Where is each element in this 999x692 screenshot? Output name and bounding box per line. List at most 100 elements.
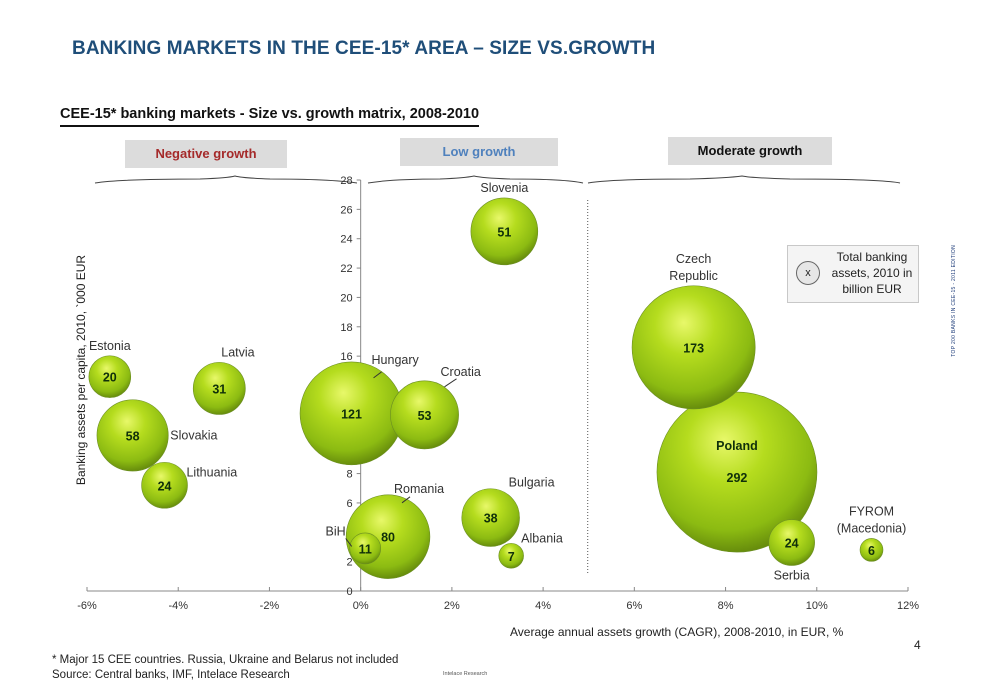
x-tick-label: 12% (897, 600, 919, 612)
bubble-value-label: 24 (158, 479, 172, 493)
y-tick-label: 28 (340, 175, 352, 187)
bubble-circle (96, 399, 169, 472)
page-title: BANKING MARKETS IN THE CEE-15* AREA – SI… (72, 38, 656, 59)
country-label-line: Bulgaria (509, 476, 555, 490)
bubble-circle (461, 488, 520, 547)
x-axis-title: Average annual assets growth (CAGR), 200… (510, 625, 844, 639)
chart-title: CEE-15* banking markets - Size vs. growt… (60, 106, 480, 127)
x-tick-label: 8% (718, 600, 734, 612)
bubble-value-label: 173 (683, 341, 704, 355)
bubble-value-label: 11 (359, 542, 372, 556)
bubble-hungary: 121 (299, 361, 404, 466)
country-label: Latvia (221, 345, 254, 359)
legend-bubble-symbol: x (796, 261, 820, 285)
group-label-low-growth: Low growth (400, 138, 558, 166)
bubble-value-label: 58 (126, 429, 140, 443)
y-tick-label: 2 (347, 557, 353, 569)
country-label-line: Estonia (89, 339, 131, 353)
label-leader-line (401, 496, 411, 504)
bubble-poland: Poland 292 (656, 391, 818, 553)
bubble-circle (768, 519, 815, 566)
bubble-estonia: 20 (88, 355, 132, 398)
source-note: Source: Central banks, IMF, Intelace Res… (52, 669, 290, 681)
y-tick-label: 20 (340, 292, 352, 304)
y-tick-label: 8 (347, 469, 353, 481)
group-label-negative-growth: Negative growth (125, 140, 287, 168)
small-watermark: Intelace Research (443, 671, 488, 677)
country-label-line: BiH (326, 524, 346, 538)
country-labels: Estonia Latvia Slovakia Lithuania Hungary Cro… (89, 181, 906, 583)
bubble-value-label: 31 (212, 382, 226, 396)
bubble-value-label: 121 (341, 407, 362, 421)
page-number: 4 (914, 638, 921, 652)
x-tick-label: -2% (260, 600, 280, 612)
x-tick-label: 6% (626, 600, 642, 612)
bubble-circle (88, 355, 132, 398)
bubble-value-label: 80 (381, 531, 395, 545)
bubble-slovenia: 51 (470, 197, 539, 266)
country-label-line: Slovenia (480, 181, 528, 195)
footnote: * Major 15 CEE countries. Russia, Ukrain… (52, 654, 399, 666)
country-label-line: Republic (669, 269, 718, 283)
x-tick-label: 2% (444, 600, 460, 612)
legend-text: Total banking assets, 2010 in billion EU… (831, 250, 913, 296)
country-label-line: Czech (676, 252, 711, 266)
brace-moderate-growth (587, 175, 901, 184)
x-tick-label: -4% (168, 600, 188, 612)
y-tick-label: 22 (340, 263, 352, 275)
country-label-line: Slovakia (170, 428, 217, 442)
y-tick-label: 24 (340, 234, 352, 246)
country-label-line: Albania (521, 531, 563, 545)
legend: x Total banking assets, 2010 in billion … (787, 245, 919, 303)
bubble-value-label: 6 (868, 544, 875, 558)
bubble-circle (859, 538, 884, 562)
country-label-line: Lithuania (186, 465, 237, 479)
brace-low-growth (367, 175, 584, 184)
country-label-line: Hungary (372, 353, 420, 367)
bubble-circle (349, 532, 382, 565)
country-label: FYROM (Macedonia) (837, 504, 906, 535)
bubble-fyrom-macedonia: 6 (859, 538, 884, 562)
bubble-latvia: 31 (192, 362, 246, 415)
bubble-lithuania: 24 (141, 462, 188, 509)
country-label: BiH (326, 524, 346, 538)
country-label: Albania (521, 531, 563, 545)
bubble-circle (656, 391, 818, 553)
country-label: Romania (394, 482, 444, 496)
country-label-line: Romania (394, 482, 444, 496)
bubble-serbia: 24 (768, 519, 815, 566)
x-tick-label: -6% (77, 600, 97, 612)
country-label: Slovenia (480, 181, 528, 195)
label-leader-line (444, 378, 457, 388)
bubble-slovakia: 58 (96, 399, 169, 472)
country-label-line: Serbia (774, 568, 810, 582)
bubble-circle (141, 462, 188, 509)
x-tick-label: 0% (353, 600, 369, 612)
country-label: Serbia (774, 568, 810, 582)
bubble-value-label: 7 (508, 550, 515, 564)
country-label-line: Latvia (221, 345, 254, 359)
bubble-albania: 7 (498, 543, 524, 569)
bubble-bih: 11 (349, 532, 382, 565)
bubble-value-label: 53 (418, 409, 432, 423)
y-axis-title: Banking assets per capita, 2010, `000 EU… (74, 255, 88, 485)
y-tick-label: 18 (340, 322, 352, 334)
bubble-value-label: 51 (497, 225, 511, 239)
country-label: Poland (716, 439, 758, 453)
bubble-value-label: 24 (785, 537, 799, 551)
brace-negative-growth (94, 175, 358, 184)
bubble-circle (498, 543, 524, 569)
bubble-circle (470, 197, 539, 266)
bubble-circle (390, 380, 459, 450)
side-watermark: TOP 200 BANKS IN CEE-15 - 2011 EDITION (951, 245, 957, 357)
x-tick-label: 10% (806, 600, 828, 612)
bubble-circle (631, 285, 756, 410)
bubble-value-label: 292 (727, 471, 748, 485)
bubble-czech-republic: 173 (631, 285, 756, 410)
bubble-bulgaria: 38 (461, 488, 520, 547)
label-leader-line (373, 371, 382, 379)
y-tick-label: 16 (340, 351, 352, 363)
y-tick-label: 26 (340, 204, 352, 216)
bubble-value-label: 20 (103, 371, 117, 385)
